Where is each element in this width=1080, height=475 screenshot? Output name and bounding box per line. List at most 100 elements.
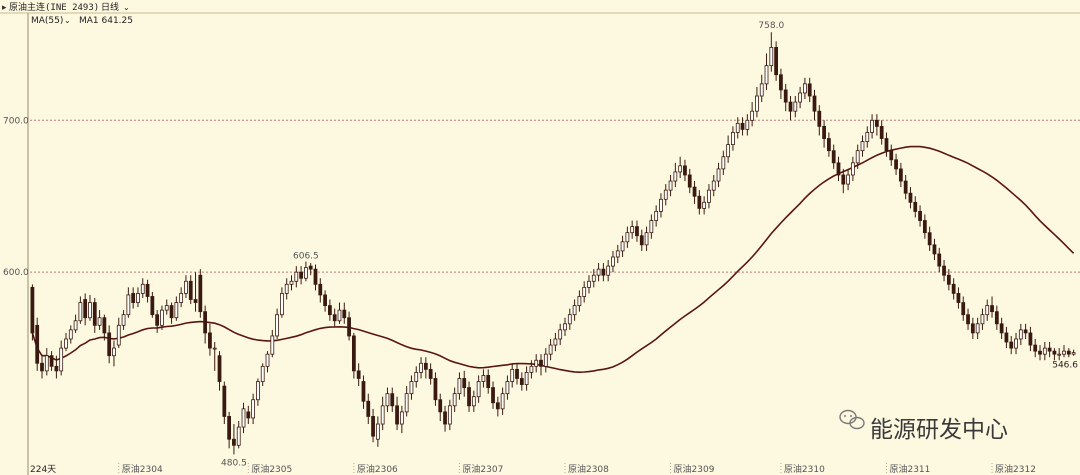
candle-body (390, 393, 395, 407)
candle-body (1028, 332, 1033, 346)
ma-chevron-down-icon[interactable]: ⌄ (64, 16, 71, 25)
candle (807, 77, 812, 103)
candle-body (644, 232, 649, 246)
candle (606, 260, 611, 282)
candle-body (308, 265, 313, 270)
candle (543, 348, 548, 373)
collapse-triangle-icon[interactable]: ▸ (2, 3, 7, 13)
candle-body (678, 165, 683, 173)
candle-body (515, 368, 519, 379)
candle-body (980, 314, 985, 325)
candle-body (850, 162, 855, 176)
candle-body (251, 399, 256, 419)
candle-body (836, 162, 841, 176)
candle-body (471, 396, 476, 407)
ma-indicator-label[interactable]: MA(55) (31, 16, 63, 26)
candle (491, 381, 495, 409)
candle-body (683, 165, 687, 176)
candle-body (879, 125, 884, 139)
candle-body (227, 416, 232, 440)
candle (817, 105, 822, 136)
candle (524, 366, 529, 391)
candle-body (932, 244, 937, 255)
candle (855, 144, 860, 169)
candle (860, 135, 865, 157)
candle-body (582, 286, 587, 297)
candle (1047, 342, 1052, 358)
candle-body (399, 411, 404, 425)
y-tick-label: 700.0 (3, 116, 29, 126)
candle-body (764, 65, 769, 85)
candle (78, 296, 83, 324)
candle (260, 363, 265, 387)
candle-body (88, 302, 92, 319)
x-tick-label: 原油2311 (889, 463, 930, 475)
candle (462, 370, 467, 397)
candle (83, 293, 88, 326)
candle-body (889, 150, 894, 161)
candle (774, 41, 779, 81)
candle (308, 263, 313, 276)
candle-body (529, 365, 534, 373)
candle-body (169, 305, 174, 319)
candle (942, 260, 946, 282)
candle-body (265, 353, 270, 367)
candle (937, 247, 942, 273)
candle-body (217, 355, 222, 382)
candle (486, 369, 491, 394)
candle-body (903, 180, 908, 194)
candle-body (630, 226, 635, 234)
candle-body (54, 365, 59, 372)
candle-body (380, 405, 385, 425)
candle-body (519, 378, 524, 385)
candle (1009, 335, 1014, 355)
candle-body (870, 119, 874, 133)
candle-body (462, 378, 467, 388)
candle-body (361, 381, 366, 402)
candle (371, 408, 375, 443)
candle-body (539, 359, 543, 367)
candle (611, 250, 615, 273)
candle-body (236, 426, 241, 446)
wechat-icon (839, 409, 865, 430)
candle (116, 317, 121, 349)
candle (169, 302, 174, 324)
candle (44, 348, 49, 376)
candle (212, 342, 217, 371)
candle-body (831, 150, 836, 164)
candle-body (222, 385, 227, 417)
period-selector[interactable]: 日线 (101, 1, 119, 13)
candle (1052, 348, 1057, 361)
period-chevron-down-icon[interactable]: ⌄ (123, 3, 130, 12)
candle (721, 150, 726, 175)
candle-body (49, 355, 54, 367)
candle (927, 226, 932, 251)
candle (572, 299, 577, 321)
candle-body (342, 309, 347, 319)
candle-body (294, 271, 299, 282)
candle (351, 332, 356, 379)
candle-body (246, 411, 251, 419)
candle (707, 184, 711, 209)
candle-body (423, 362, 428, 370)
candle-body (543, 353, 548, 367)
candle-body (894, 159, 898, 170)
candle-body (232, 438, 236, 446)
candle (443, 405, 447, 432)
annotation-label: 480.5 (221, 459, 247, 469)
candle (505, 375, 510, 400)
candle (337, 302, 342, 324)
x-tick-label: 原油2310 (784, 463, 825, 475)
candle (865, 126, 870, 148)
candle-body (735, 122, 740, 133)
candle (452, 387, 457, 412)
candle-body (1004, 332, 1009, 343)
candle-body (78, 302, 83, 322)
candle-body (970, 323, 975, 334)
ma-value-label: MA1 641.25 (79, 16, 133, 26)
candle (102, 314, 107, 341)
candle (515, 363, 519, 385)
candle (64, 332, 68, 352)
candle (1042, 342, 1047, 361)
